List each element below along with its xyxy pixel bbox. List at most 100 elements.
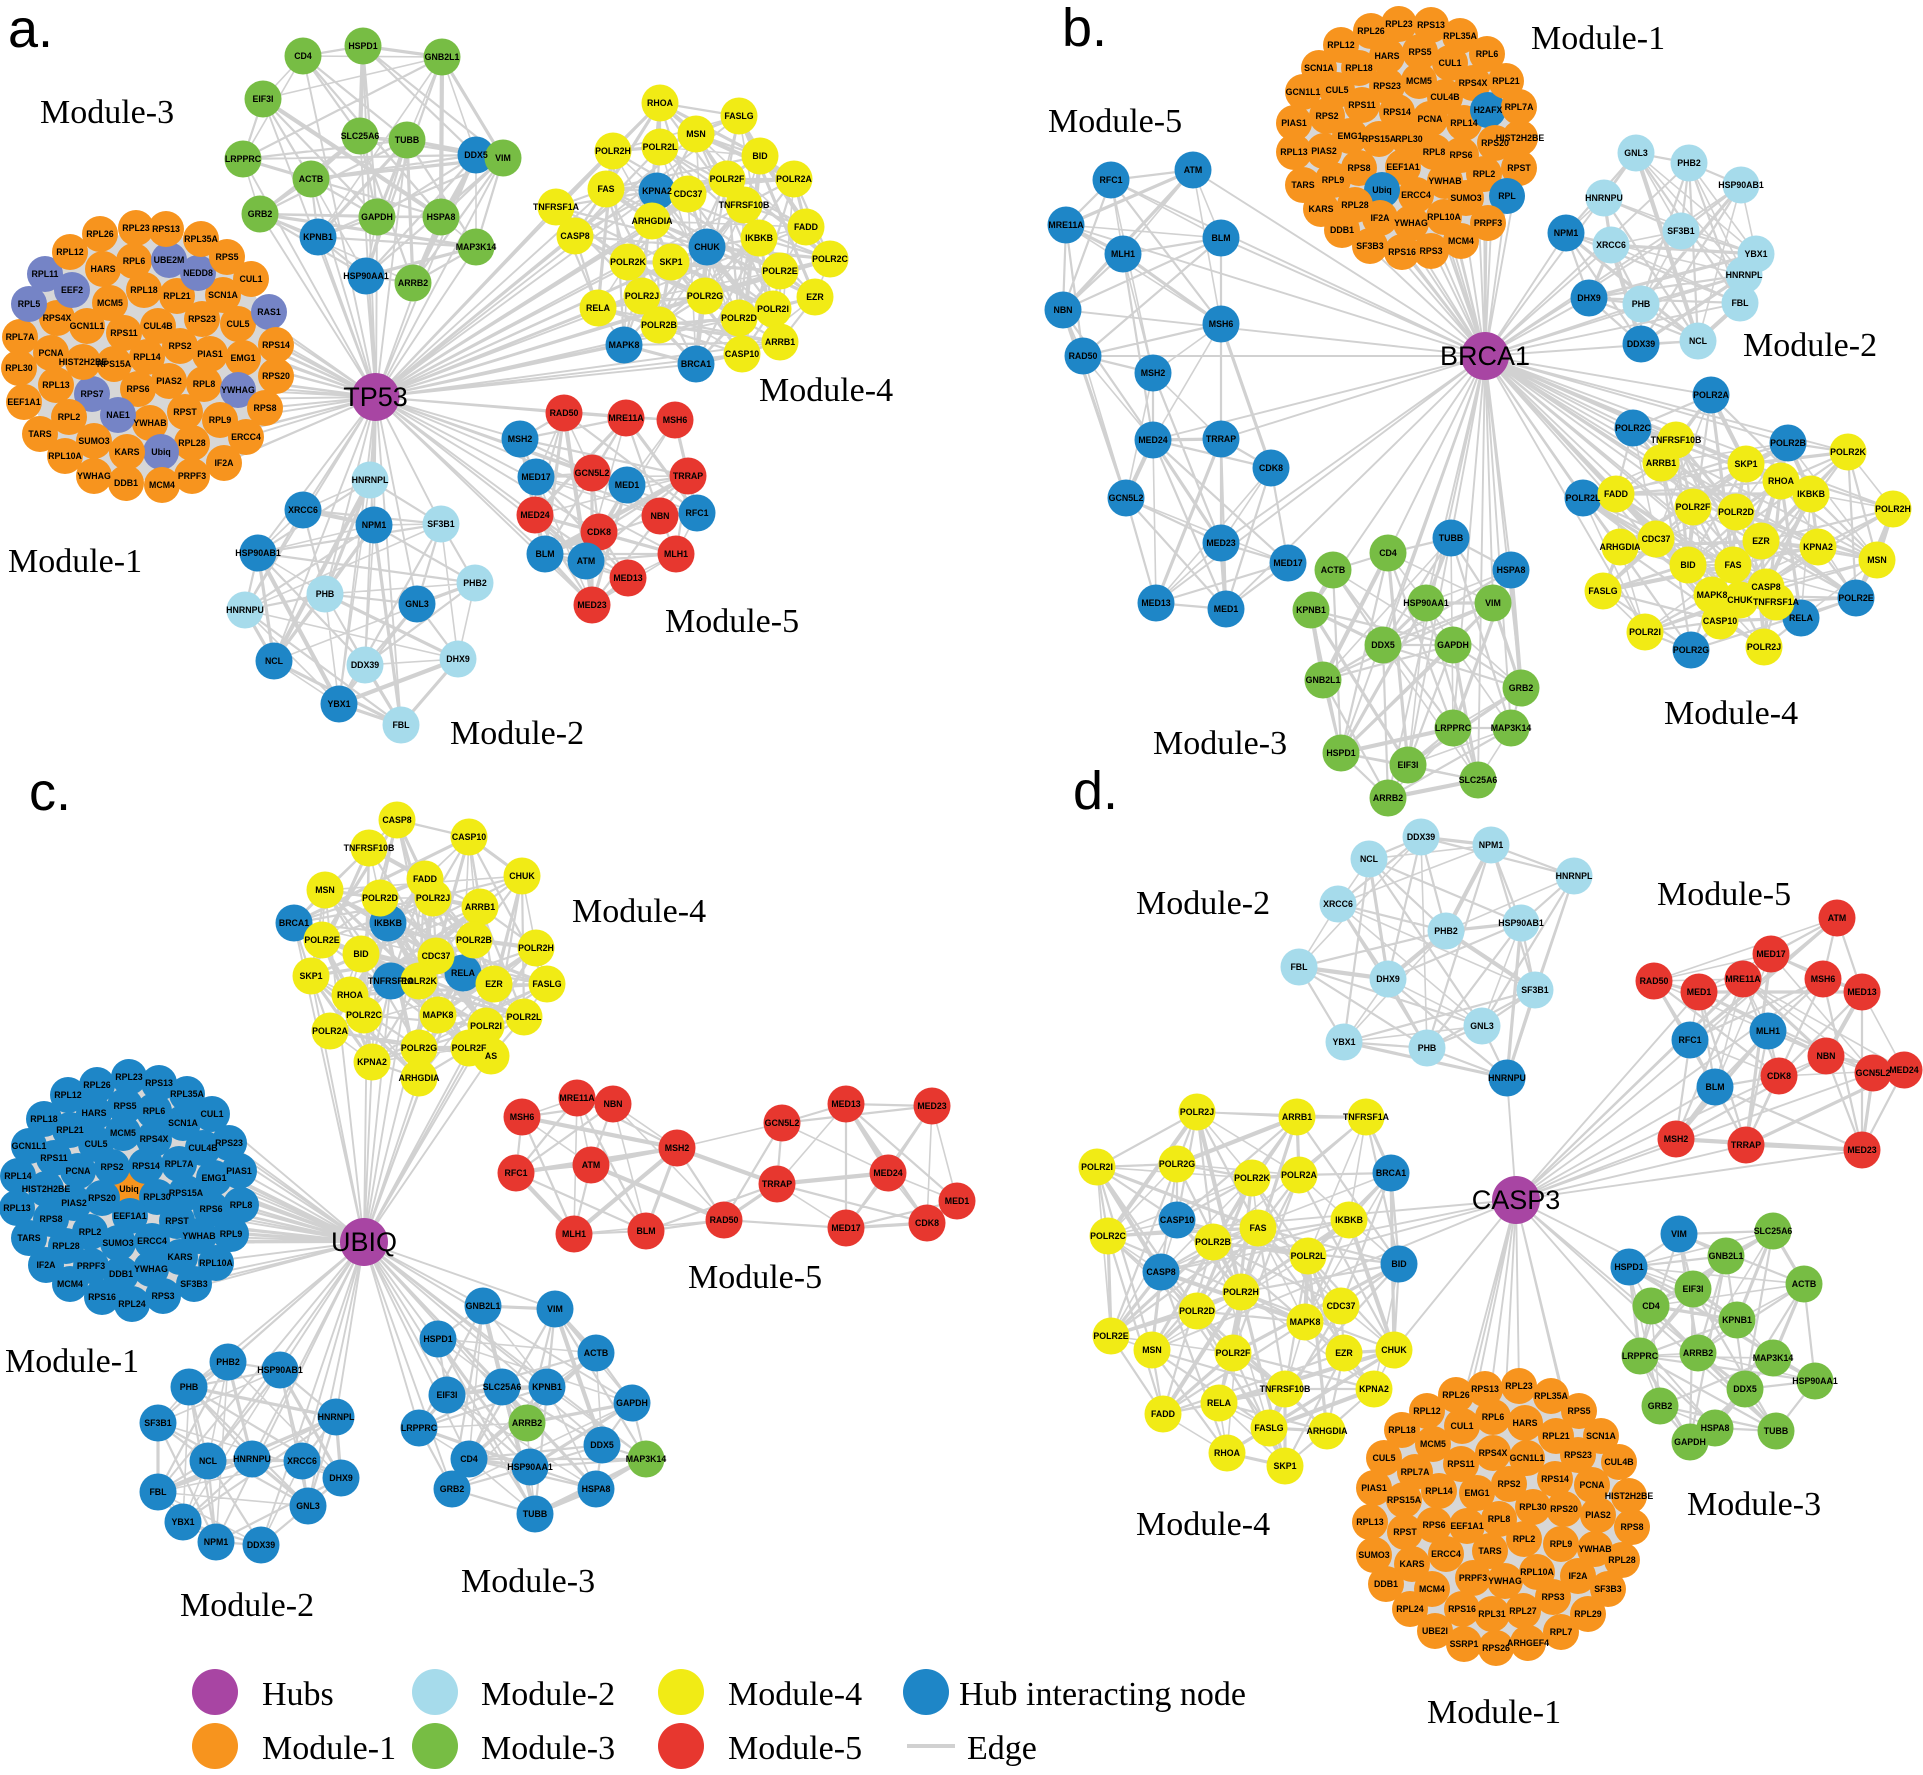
svg-text:RPL7A: RPL7A	[1505, 102, 1534, 112]
svg-text:TNFRSF1A: TNFRSF1A	[533, 202, 580, 212]
svg-text:BLM: BLM	[535, 549, 554, 559]
svg-text:IKBKB: IKBKB	[374, 918, 402, 928]
svg-text:CASP10: CASP10	[725, 349, 759, 359]
svg-text:Module-4: Module-4	[572, 893, 706, 930]
svg-text:RPL30: RPL30	[1395, 134, 1422, 144]
svg-text:FADD: FADD	[794, 222, 818, 232]
svg-text:VIM: VIM	[1671, 1229, 1687, 1239]
svg-text:MLH1: MLH1	[562, 1229, 586, 1239]
svg-text:HSP90AA1: HSP90AA1	[1792, 1376, 1838, 1386]
svg-text:CUL4B: CUL4B	[1604, 1457, 1633, 1467]
svg-text:UBE2M: UBE2M	[154, 255, 185, 265]
svg-text:GCN1L1: GCN1L1	[12, 1141, 47, 1151]
svg-text:ERCC4: ERCC4	[1431, 1549, 1461, 1559]
svg-text:HSP90AB1: HSP90AB1	[1498, 918, 1544, 928]
svg-text:RPST: RPST	[1507, 163, 1531, 173]
svg-text:IF2A: IF2A	[1370, 213, 1390, 223]
svg-text:POLR2J: POLR2J	[1747, 642, 1781, 652]
svg-text:ACTB: ACTB	[584, 1348, 608, 1358]
svg-text:MAP3K14: MAP3K14	[1753, 1353, 1794, 1363]
svg-text:CUL5: CUL5	[1373, 1453, 1396, 1463]
svg-text:HSPD1: HSPD1	[1326, 748, 1355, 758]
svg-text:RPS16: RPS16	[1388, 247, 1416, 257]
svg-text:ARHGDIA: ARHGDIA	[1599, 542, 1641, 552]
svg-text:NCL: NCL	[1689, 336, 1708, 346]
svg-text:PCNA: PCNA	[39, 348, 65, 358]
svg-text:HSP90AA1: HSP90AA1	[1403, 598, 1449, 608]
svg-text:TARS: TARS	[28, 429, 51, 439]
svg-text:DDX39: DDX39	[247, 1540, 275, 1550]
svg-text:HIST2H2BE: HIST2H2BE	[22, 1184, 71, 1194]
svg-text:RPS2: RPS2	[101, 1162, 124, 1172]
svg-text:DDX5: DDX5	[1733, 1384, 1757, 1394]
svg-text:PRPF3: PRPF3	[1474, 218, 1502, 228]
svg-text:POLR2G: POLR2G	[1159, 1159, 1195, 1169]
svg-text:MAPK8: MAPK8	[1697, 590, 1728, 600]
svg-text:GAPDH: GAPDH	[616, 1398, 648, 1408]
svg-text:CUL1: CUL1	[240, 274, 263, 284]
svg-text:POLR2K: POLR2K	[610, 257, 646, 267]
svg-text:c.: c.	[29, 762, 71, 822]
svg-text:CUL5: CUL5	[1326, 85, 1349, 95]
svg-text:SF3B3: SF3B3	[1594, 1584, 1621, 1594]
svg-text:POLR2E: POLR2E	[1838, 593, 1873, 603]
svg-text:Hubs: Hubs	[262, 1676, 334, 1713]
svg-text:HNRNPU: HNRNPU	[233, 1454, 271, 1464]
svg-text:RPL14: RPL14	[1425, 1486, 1452, 1496]
svg-text:POLR2K: POLR2K	[401, 976, 437, 986]
svg-text:RPS4X: RPS4X	[140, 1134, 169, 1144]
svg-text:BRCA1: BRCA1	[279, 918, 309, 928]
svg-text:RAD50: RAD50	[1069, 351, 1098, 361]
svg-text:RPL21: RPL21	[1542, 1431, 1569, 1441]
svg-text:MAP3K14: MAP3K14	[1491, 723, 1532, 733]
svg-text:Module-4: Module-4	[759, 372, 893, 409]
svg-text:ATM: ATM	[1184, 165, 1202, 175]
svg-text:RPL10A: RPL10A	[48, 451, 82, 461]
svg-text:CASP8: CASP8	[1751, 582, 1780, 592]
svg-text:RPST: RPST	[1393, 1527, 1417, 1537]
svg-text:RPS5: RPS5	[114, 1101, 137, 1111]
svg-text:POLR2A: POLR2A	[1693, 390, 1729, 400]
svg-text:MAP3K14: MAP3K14	[456, 242, 497, 252]
svg-text:Edge: Edge	[967, 1730, 1037, 1767]
svg-text:MED23: MED23	[917, 1101, 946, 1111]
svg-text:RPS14: RPS14	[1383, 107, 1411, 117]
svg-text:RPL18: RPL18	[30, 1114, 57, 1124]
svg-text:CDC37: CDC37	[1327, 1301, 1356, 1311]
svg-text:ARRB2: ARRB2	[398, 278, 428, 288]
svg-text:MED1: MED1	[1687, 987, 1712, 997]
svg-text:GCN1L1: GCN1L1	[70, 321, 105, 331]
svg-text:PHB: PHB	[1632, 299, 1651, 309]
svg-text:MSH2: MSH2	[665, 1143, 690, 1153]
svg-text:GNL3: GNL3	[296, 1501, 320, 1511]
svg-text:RPL24: RPL24	[118, 1299, 145, 1309]
svg-text:CHUK: CHUK	[1727, 595, 1753, 605]
svg-text:ARRB1: ARRB1	[765, 337, 795, 347]
svg-text:Module-3: Module-3	[1153, 725, 1287, 762]
svg-text:RAS1: RAS1	[257, 307, 281, 317]
svg-text:KPNA2: KPNA2	[357, 1057, 387, 1067]
svg-text:POLR2I: POLR2I	[470, 1021, 502, 1031]
svg-text:Module-5: Module-5	[1048, 103, 1182, 140]
svg-text:MED23: MED23	[1847, 1145, 1876, 1155]
svg-text:POLR2G: POLR2G	[401, 1043, 437, 1053]
svg-text:SLC25A6: SLC25A6	[1754, 1226, 1793, 1236]
svg-text:DDB1: DDB1	[109, 1269, 133, 1279]
svg-text:PIAS2: PIAS2	[61, 1198, 87, 1208]
svg-text:POLR2J: POLR2J	[416, 893, 450, 903]
svg-text:RPL23: RPL23	[122, 223, 149, 233]
svg-text:Module-2: Module-2	[481, 1676, 615, 1713]
svg-text:FASLG: FASLG	[724, 111, 753, 121]
svg-text:MCM4: MCM4	[57, 1279, 83, 1289]
svg-text:RPS13: RPS13	[1471, 1384, 1499, 1394]
svg-text:Module-3: Module-3	[481, 1730, 615, 1767]
svg-text:RPS13: RPS13	[1417, 20, 1445, 30]
svg-text:POLR2D: POLR2D	[721, 313, 757, 323]
svg-text:POLR2H: POLR2H	[595, 146, 631, 156]
svg-text:POLR2C: POLR2C	[812, 254, 848, 264]
svg-text:IF2A: IF2A	[214, 458, 234, 468]
svg-text:RPS20: RPS20	[1481, 138, 1509, 148]
svg-text:PCNA: PCNA	[1418, 114, 1444, 124]
svg-text:ARRB1: ARRB1	[1646, 458, 1676, 468]
svg-text:RPST: RPST	[173, 407, 197, 417]
